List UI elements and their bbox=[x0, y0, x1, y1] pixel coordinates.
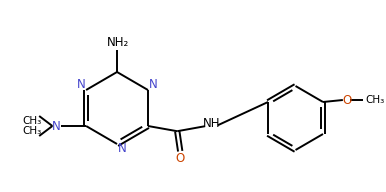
Text: CH₃: CH₃ bbox=[23, 126, 42, 136]
Text: N: N bbox=[149, 79, 157, 92]
Text: NH: NH bbox=[203, 117, 221, 130]
Text: CH₃: CH₃ bbox=[365, 95, 384, 105]
Text: O: O bbox=[342, 94, 351, 107]
Text: N: N bbox=[118, 142, 126, 156]
Text: N: N bbox=[52, 119, 61, 132]
Text: CH₃: CH₃ bbox=[23, 116, 42, 126]
Text: N: N bbox=[77, 79, 86, 92]
Text: NH₂: NH₂ bbox=[107, 36, 129, 49]
Text: O: O bbox=[176, 152, 185, 165]
